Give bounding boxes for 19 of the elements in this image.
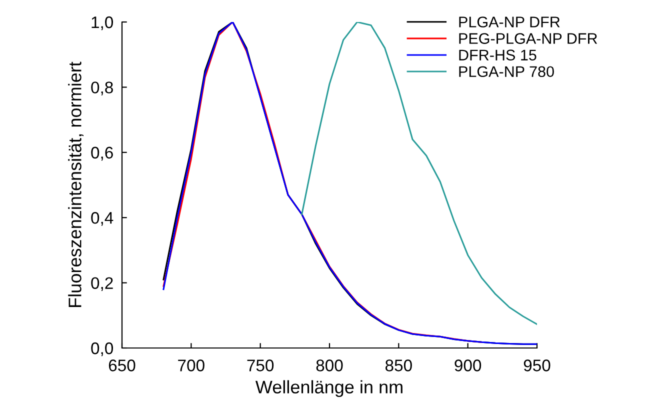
x-tick-label: 650	[108, 360, 136, 372]
x-tick-label: 800	[316, 360, 343, 372]
y-tick-label: 0,4	[91, 212, 114, 226]
y-tick-label: 0,0	[91, 342, 114, 356]
y-axis-title: Fluoreszenzintensität, normiert	[68, 62, 84, 307]
legend-label: PEG-PLGA-NP DFR	[459, 33, 598, 44]
x-tick-label: 900	[454, 360, 482, 372]
y-tick-label: 0,8	[91, 82, 113, 96]
x-axis-title: Wellenlänge in nm	[255, 380, 402, 398]
legend-label: DFR-HS 15	[459, 50, 536, 60]
x-tick-label: 750	[247, 360, 274, 372]
x-tick-label: 950	[524, 360, 550, 372]
x-tick-label: 850	[385, 360, 412, 372]
y-tick-label: 0,2	[91, 277, 113, 291]
y-tick-label: 1,0	[92, 16, 114, 30]
legend-label: PLGA-NP 780	[459, 66, 554, 78]
x-tick-label: 700	[178, 360, 204, 372]
legend-label: PLGA-NP DFR	[459, 16, 560, 28]
y-tick-label: 0,6	[91, 146, 113, 161]
